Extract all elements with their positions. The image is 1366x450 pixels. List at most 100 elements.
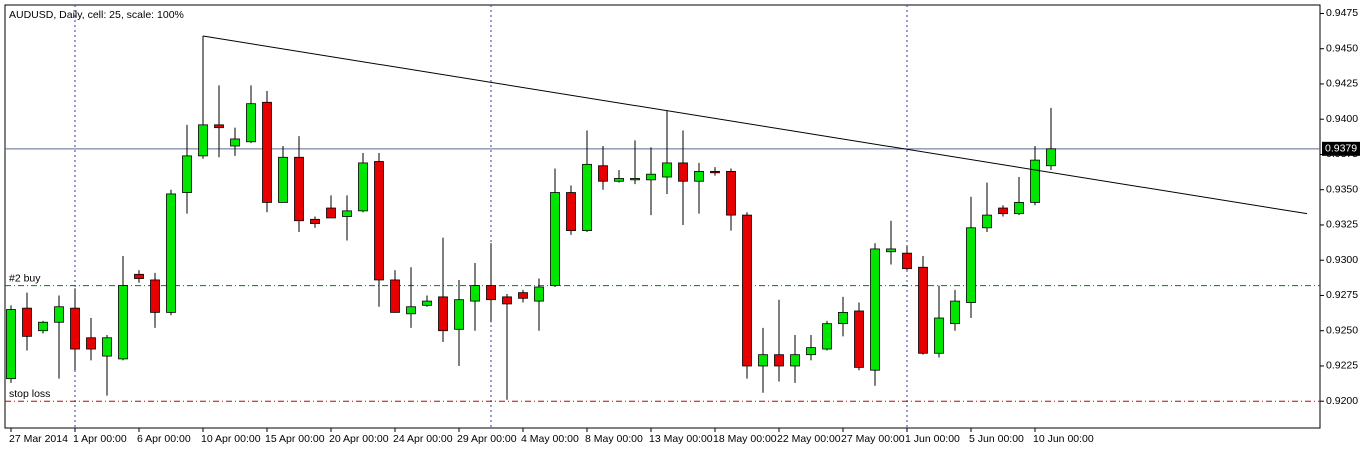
candle-body (694, 170, 704, 182)
candle-body (1030, 159, 1040, 203)
candle-body (678, 162, 688, 182)
candle-body (22, 307, 32, 337)
x-tick-label: 27 May 00:00 (841, 433, 905, 445)
candle-body (518, 292, 528, 299)
y-tick-label: 0.9325 (1326, 219, 1358, 231)
candle-body (358, 162, 368, 212)
candle-body (838, 311, 848, 325)
candle-body (198, 124, 208, 157)
candle-body (134, 273, 144, 279)
candle-body (390, 279, 400, 313)
candle-body (278, 156, 288, 203)
candle-body (438, 296, 448, 332)
candle-body (374, 161, 384, 281)
candle-body (854, 310, 864, 368)
candle-body (998, 207, 1008, 215)
candle-body (646, 173, 656, 181)
candle-body (486, 285, 496, 301)
y-tick-label: 0.9425 (1326, 78, 1358, 90)
candle-body (582, 163, 592, 231)
x-tick-label: 29 Apr 00:00 (457, 433, 517, 445)
candle-body (406, 306, 416, 315)
y-tick-label: 0.9200 (1326, 395, 1358, 407)
candle-body (966, 227, 976, 303)
trendline (202, 35, 1308, 215)
candle-body (118, 285, 128, 360)
x-tick-label: 4 May 00:00 (521, 433, 579, 445)
candle-body (166, 193, 176, 313)
candle-body (470, 285, 480, 302)
candle-body (262, 101, 272, 203)
chart-title: AUDUSD, Daily, cell: 25, scale: 100% (9, 9, 184, 21)
y-tick-label: 0.9475 (1326, 7, 1358, 19)
candle-body (886, 248, 896, 253)
x-tick-label: 15 Apr 00:00 (265, 433, 325, 445)
candle-body (550, 192, 560, 286)
x-tick-label: 1 Apr 00:00 (73, 433, 127, 445)
candle-body (1046, 148, 1056, 167)
candle-body (742, 214, 752, 367)
candle-body (918, 266, 928, 354)
candle-body (150, 279, 160, 313)
x-tick-label: 10 Jun 00:00 (1033, 433, 1094, 445)
x-tick-label: 6 Apr 00:00 (137, 433, 191, 445)
candle-body (982, 214, 992, 229)
y-tick-label: 0.9250 (1326, 324, 1358, 336)
plot-frame (4, 4, 1321, 429)
candle-body (630, 178, 640, 181)
x-tick-label: 1 Jun 00:00 (905, 433, 960, 445)
candle-body (502, 296, 512, 305)
candle-body (902, 252, 912, 270)
candle-body (774, 354, 784, 367)
level-label: #2 buy (9, 272, 41, 284)
x-tick-label: 20 Apr 00:00 (329, 433, 389, 445)
candle-body (758, 354, 768, 367)
candle-body (806, 347, 816, 356)
candle-body (598, 165, 608, 182)
y-tick-label: 0.9225 (1326, 360, 1358, 372)
candle-body (54, 306, 64, 323)
x-tick-label: 10 Apr 00:00 (201, 433, 261, 445)
candle-body (534, 286, 544, 302)
candle-body (182, 155, 192, 193)
y-tick-label: 0.9300 (1326, 254, 1358, 266)
candle-body (822, 323, 832, 350)
candle-body (790, 354, 800, 367)
x-tick-label: 24 Apr 00:00 (393, 433, 453, 445)
candle-body (38, 321, 48, 332)
candle-body (934, 317, 944, 354)
candle-body (326, 207, 336, 219)
candle-body (726, 170, 736, 216)
x-tick-label: 27 Mar 2014 (9, 433, 68, 445)
y-tick-label: 0.9350 (1326, 183, 1358, 195)
candle-body (102, 337, 112, 357)
candle-body (454, 299, 464, 330)
current-price-box (1322, 141, 1360, 156)
candle-body (70, 307, 80, 350)
candle-body (870, 248, 880, 371)
candle-body (662, 162, 672, 178)
candle-body (422, 300, 432, 306)
candle-body (1014, 201, 1024, 215)
candle-body (614, 178, 624, 182)
x-tick-label: 13 May 00:00 (649, 433, 713, 445)
x-tick-label: 22 May 00:00 (777, 433, 841, 445)
level-label: stop loss (9, 388, 50, 400)
candle-body (6, 309, 16, 380)
candle-body (342, 210, 352, 217)
y-tick-label: 0.9450 (1326, 42, 1358, 54)
candle-body (294, 156, 304, 222)
x-tick-label: 5 Jun 00:00 (969, 433, 1024, 445)
candle-body (566, 192, 576, 231)
candle-body (214, 124, 224, 129)
candle-body (310, 218, 320, 224)
candle-body (86, 337, 96, 350)
candle-body (710, 170, 720, 174)
candle-body (246, 103, 256, 143)
candle-body (950, 300, 960, 325)
y-tick-label: 0.9400 (1326, 113, 1358, 125)
y-tick-label: 0.9275 (1326, 289, 1358, 301)
candle-body (230, 138, 240, 147)
